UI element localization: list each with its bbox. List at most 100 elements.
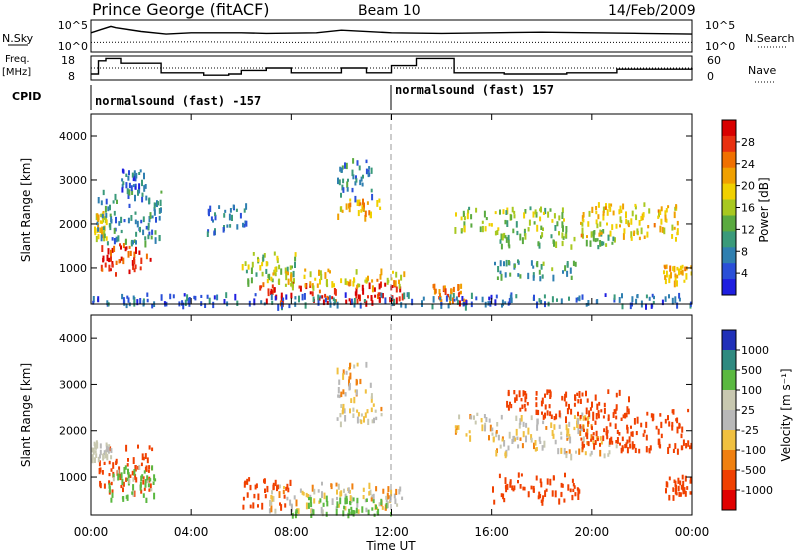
vel-cells-cell	[380, 413, 383, 417]
power-cells-cell	[635, 214, 638, 221]
power-cells-cell	[285, 273, 288, 281]
vel-cells-cell	[524, 396, 527, 403]
vel-cells-cell	[584, 417, 587, 421]
vel-cells-cell	[375, 416, 378, 421]
power-cells-cell	[347, 178, 349, 182]
power-cells-cell	[673, 211, 676, 219]
power-cells-cell	[581, 294, 584, 300]
power-cells-cell	[139, 298, 142, 305]
power-cells-cell	[455, 296, 458, 301]
vel-cells-cell	[380, 498, 383, 505]
power-cells-cell	[271, 284, 274, 289]
vel-cells-cell	[592, 414, 595, 421]
power-cells-cell	[151, 215, 154, 219]
power-cells-cell	[488, 223, 491, 227]
power-cells-cell	[127, 251, 130, 258]
power-cells-cell	[621, 293, 623, 299]
vel-cells-cell	[356, 409, 359, 413]
power-cells-cell	[504, 301, 507, 305]
power-cells-cell	[280, 268, 283, 275]
power-cells-cell	[515, 294, 518, 299]
vel-cells-cell	[627, 408, 630, 415]
power-cells-cell	[271, 300, 274, 305]
power-cells-cell	[399, 286, 402, 293]
vel-cells-cell	[615, 404, 618, 410]
power-cells-cell	[265, 268, 268, 274]
vel-cells-cell	[342, 389, 345, 395]
power-cells-cell	[490, 294, 493, 300]
vel-cells-cell	[677, 477, 680, 484]
power-cells-cell	[334, 299, 337, 304]
vel-cells-cell	[322, 502, 325, 507]
vel-cells-cell	[338, 394, 341, 399]
vel-cells-cell	[682, 487, 685, 495]
power-cells-cell	[503, 261, 505, 267]
power-cells-cell	[574, 261, 577, 267]
power-cells-cell	[120, 216, 123, 223]
power-cells-cell	[129, 250, 132, 256]
power-cells-cell	[214, 212, 216, 217]
power-cells-cell	[597, 202, 600, 208]
freq-tick-bottom: 8	[68, 70, 75, 83]
power-cells-cell	[481, 225, 484, 233]
vel-cells-cell	[110, 448, 113, 453]
power-cells-cell	[341, 209, 344, 213]
vel-cells-cell	[132, 490, 135, 497]
power-cells-cell	[676, 302, 679, 309]
vel-cells-cell	[291, 512, 294, 519]
power-cells-cell	[216, 294, 219, 301]
vel-cells-cell	[264, 494, 267, 499]
power-cells-cell	[470, 292, 473, 299]
vel-cells-cell	[508, 431, 511, 439]
power-cells-cell	[212, 301, 215, 309]
power-cells-cell	[612, 236, 615, 242]
power-cells-cell	[127, 217, 130, 224]
vel-cells-cell	[108, 486, 111, 493]
power-cells-cell	[455, 212, 457, 217]
power-cells-cell	[235, 208, 238, 212]
vel-cells-cell	[581, 444, 584, 450]
power-cells-cell	[552, 274, 555, 282]
power-cells-cell	[229, 208, 232, 213]
vel-cells-cell	[344, 392, 347, 397]
power-cells-cell	[602, 241, 605, 246]
power-cells-cell	[299, 285, 302, 292]
power-cells-cell	[681, 264, 684, 269]
power-cells-cell	[317, 299, 320, 306]
power-cells-cell	[105, 219, 108, 226]
vel-cells-cell	[577, 427, 580, 435]
power-cells-cell	[376, 278, 379, 282]
power-cells-cell	[540, 264, 543, 270]
vel-cells-cell	[127, 458, 129, 462]
vel-cells-cell	[578, 448, 581, 455]
power-cells-cell	[354, 195, 357, 203]
vel-cells-cell	[576, 392, 579, 396]
power-cells-cell	[200, 294, 203, 298]
power-cells-cell	[259, 265, 262, 271]
power-cells-cell	[533, 221, 536, 225]
power-cells-cell	[562, 236, 565, 240]
vel-cells-cell	[645, 446, 648, 453]
vel-cells-cell	[473, 415, 475, 420]
power-cells-cell	[109, 223, 112, 231]
power-cells-cell	[97, 223, 100, 229]
vel-cells-cell	[579, 430, 582, 436]
vel-cells-cell	[396, 503, 399, 507]
power-cells-cell	[615, 223, 618, 229]
vel-cells-cell	[500, 414, 503, 420]
vel-cells-cell	[597, 414, 600, 419]
power-cells-cell	[326, 300, 329, 305]
vel-cells-cell	[552, 433, 555, 439]
power-cells-cell	[183, 293, 186, 297]
vel-cells-cell	[138, 464, 141, 470]
power-cells-cell	[348, 206, 351, 213]
vel-cells-cell	[337, 394, 340, 398]
power-cells-cell	[359, 294, 361, 302]
power-cells-cell	[398, 279, 400, 284]
vel-cells-cell	[668, 494, 671, 501]
vel-cells-cell	[111, 492, 114, 498]
vel-cells-cell	[381, 506, 384, 510]
power-cells-cell	[284, 267, 287, 274]
vel-cells-cell	[284, 503, 287, 508]
vel-cells-cell	[495, 431, 498, 438]
